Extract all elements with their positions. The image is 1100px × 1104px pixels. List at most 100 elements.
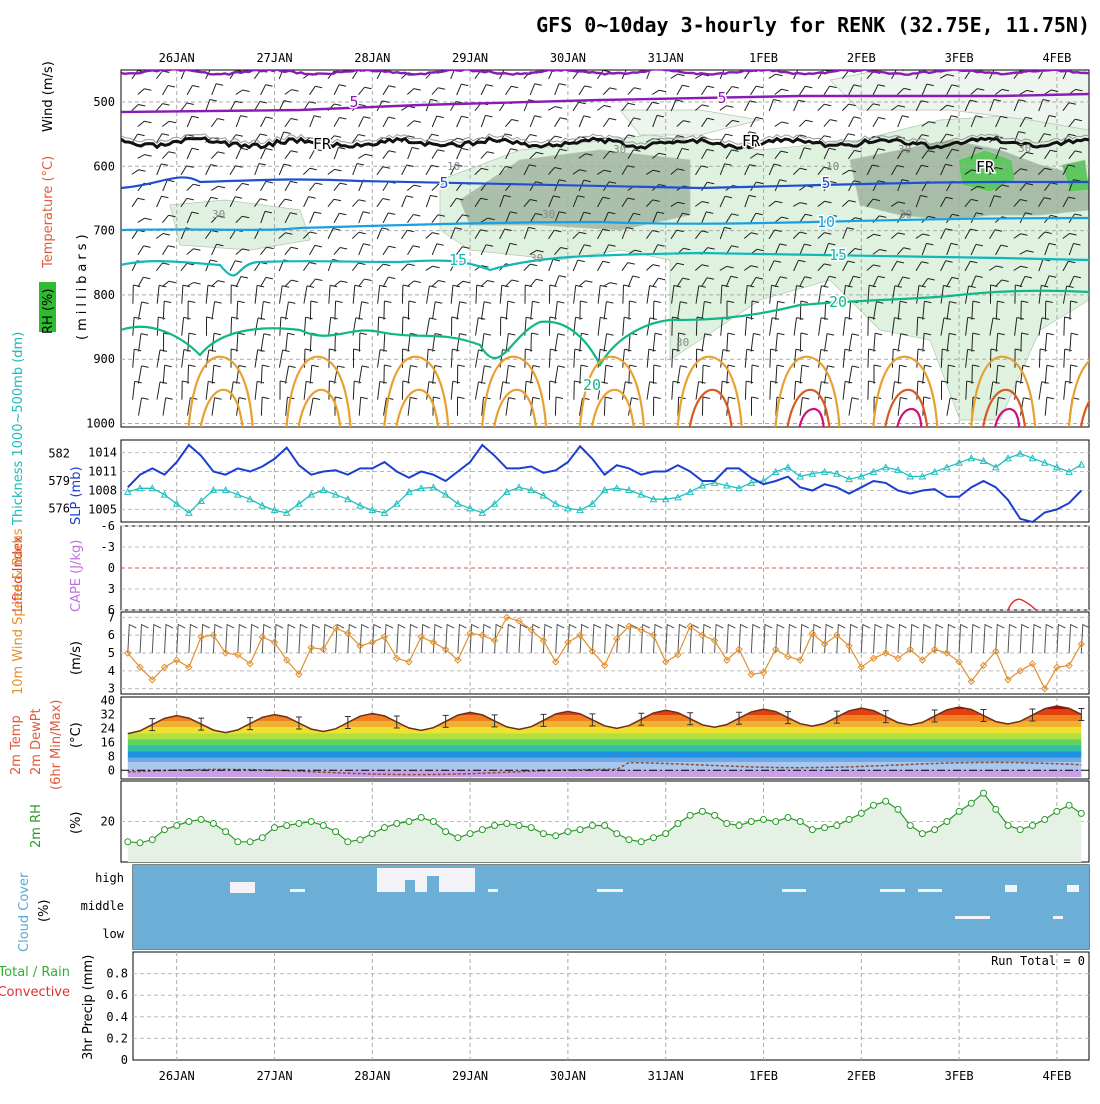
wind10-marker <box>258 633 266 641</box>
thickness-marker <box>429 483 438 491</box>
wind10-marker <box>270 638 279 647</box>
temp-contour-magenta <box>1093 409 1100 427</box>
wind10-marker <box>148 676 156 684</box>
temp-contour-freezing <box>121 133 1089 145</box>
upper-ytick-label: 1000 <box>86 417 115 431</box>
date-label: 1FEB <box>749 51 778 65</box>
cloud-gap <box>1005 885 1017 892</box>
wind10-marker <box>820 640 829 648</box>
thickness-marker <box>869 467 878 475</box>
upper-ytick-label: 600 <box>93 159 115 173</box>
wind10-marker <box>221 649 230 657</box>
cloud-unit: (%) <box>37 900 52 923</box>
rh2m-marker <box>148 836 156 844</box>
temp-contour-sky <box>121 216 1089 232</box>
t2m-label-2: 2m DewPt <box>29 708 44 775</box>
thickness-marker <box>148 484 157 492</box>
thickness-marker <box>1016 449 1025 457</box>
precip-frame <box>132 951 1090 1061</box>
wind10-marker <box>527 626 535 634</box>
thickness-marker <box>588 499 597 507</box>
date-label: 3FEB <box>945 51 974 65</box>
thickness-marker <box>490 499 499 507</box>
cloud-gap <box>415 868 427 892</box>
thickness-marker <box>784 463 792 471</box>
thickness-tick-label: 579 <box>48 474 70 488</box>
thickness-marker <box>539 491 548 499</box>
rh2m-marker <box>833 822 841 829</box>
rh2m-marker <box>478 826 486 834</box>
rh2m-marker <box>857 809 865 817</box>
temp-contour-orange <box>970 355 1037 427</box>
thickness-marker <box>551 499 560 507</box>
upper-ytick-label: 900 <box>93 352 115 366</box>
wind10-marker <box>1004 676 1012 684</box>
rh2m-marker <box>686 811 694 819</box>
date-label: 3FEB <box>945 1069 974 1083</box>
thickness-marker <box>417 484 426 492</box>
thickness-marker <box>197 496 205 505</box>
rh2m-marker <box>662 830 670 838</box>
rh2m-marker <box>637 838 645 846</box>
date-label: 28JAN <box>354 51 390 65</box>
thickness-marker <box>930 467 939 475</box>
wind10-marker <box>1016 667 1024 675</box>
precip-label-2: Convective <box>0 985 70 1000</box>
rh2m-marker <box>283 822 291 829</box>
lifted-index-panel: -6 -3 0 3 6 <box>101 519 1090 617</box>
wind10-marker <box>637 626 645 634</box>
upper-mb-label: (millibars) <box>75 230 90 340</box>
rh2m-marker <box>344 838 352 846</box>
temp-contour-magenta <box>994 407 1021 427</box>
wind10-marker <box>930 645 939 654</box>
thickness-marker <box>625 486 633 494</box>
date-label: 2FEB <box>847 1069 876 1083</box>
run-total-label: Run Total = 0 <box>991 954 1085 968</box>
rh2m-marker <box>234 838 242 846</box>
date-label: 4FEB <box>1042 51 1071 65</box>
date-label: 30JAN <box>550 51 586 65</box>
rh2m-marker <box>760 816 767 823</box>
rh2m-marker <box>906 822 914 829</box>
rh2m-marker <box>491 822 499 829</box>
cape-label: CAPE (J/kg) <box>69 540 84 612</box>
thickness-marker <box>441 490 450 498</box>
date-label: 26JAN <box>159 1069 195 1083</box>
wind10-marker <box>429 638 438 647</box>
thickness-marker <box>710 478 719 486</box>
wind10-marker <box>319 645 328 654</box>
thickness-marker <box>833 469 841 477</box>
wind10-marker <box>784 652 792 661</box>
wind10-marker <box>197 633 205 641</box>
cloud-gap <box>290 889 305 892</box>
wind10-marker <box>405 658 413 666</box>
wind10-marker <box>674 651 682 659</box>
rh2m-marker <box>613 830 621 838</box>
rh2m-label: 2m RH <box>29 804 44 848</box>
rh2m-marker <box>527 824 535 832</box>
thickness-marker <box>356 501 364 509</box>
wind10m-panel: 7 6 5 4 3 <box>108 610 1091 696</box>
rh2m-marker <box>405 818 413 825</box>
wind10-marker <box>283 656 291 664</box>
wind10-marker <box>393 654 401 663</box>
precip-tick-label: 0.8 <box>106 967 128 981</box>
rh-region <box>169 199 311 251</box>
thickness-marker <box>674 493 682 501</box>
rh2m-marker <box>503 820 511 827</box>
rh2m-marker <box>650 834 657 842</box>
thickness-marker <box>1053 463 1061 471</box>
precip-tick-label: 0.6 <box>106 988 128 1002</box>
wind10-marker <box>564 638 572 647</box>
thickness-marker <box>967 454 976 462</box>
rh2m-marker <box>1016 826 1024 834</box>
wind10-tick-label: 6 <box>108 628 115 642</box>
rh2m-marker <box>955 807 963 815</box>
rh2m-marker <box>747 818 755 825</box>
t2m-frame <box>120 696 1090 780</box>
thickness-marker <box>319 486 328 494</box>
rh2m-marker <box>368 830 376 838</box>
cloud-gap <box>955 916 990 919</box>
top-date-axis: 26JAN 27JAN 28JAN 29JAN 30JAN 31JAN 1FEB 2FEB 3F… <box>159 51 1072 65</box>
thickness-marker <box>612 484 621 492</box>
